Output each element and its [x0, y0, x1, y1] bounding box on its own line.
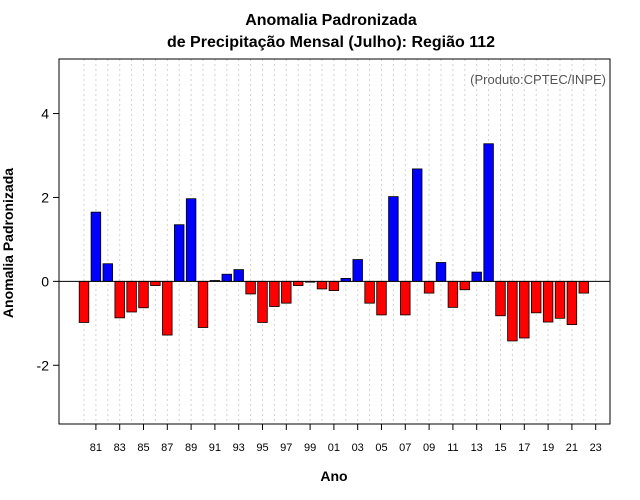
- bar-92: [221, 273, 233, 282]
- x-tick-label: 01: [328, 442, 340, 454]
- x-tick-label: 81: [90, 442, 102, 454]
- bar-06: [388, 196, 399, 282]
- x-tick-label: 23: [590, 442, 602, 454]
- bar-09: [423, 280, 435, 294]
- x-tick-label: 07: [399, 442, 411, 454]
- bar-01: [328, 280, 340, 291]
- x-axis-label: Ano: [320, 468, 347, 484]
- bar-81: [90, 211, 102, 282]
- x-tick-label: 19: [542, 442, 554, 454]
- plot-frame: [58, 58, 611, 425]
- bar-07: [400, 280, 411, 316]
- x-tick-label: 95: [256, 442, 268, 454]
- x-tick-label: 99: [304, 442, 316, 454]
- bar-80: [78, 280, 90, 323]
- bar-95: [257, 280, 268, 323]
- bar-19: [542, 280, 554, 323]
- bar-98: [292, 280, 304, 286]
- bar-18: [531, 280, 542, 314]
- x-tick-label: 87: [161, 442, 173, 454]
- bar-86: [150, 280, 161, 286]
- x-tick-label: 89: [185, 442, 197, 454]
- y-tick-label: 2: [41, 189, 49, 205]
- bar-05: [376, 280, 387, 316]
- bar-15: [495, 280, 506, 317]
- bar-series: [78, 143, 590, 342]
- bar-00: [316, 280, 328, 290]
- x-tick-label: 83: [114, 442, 126, 454]
- bar-88: [173, 224, 185, 282]
- bar-84: [126, 280, 137, 313]
- bar-08: [411, 168, 423, 282]
- bar-10: [435, 262, 447, 282]
- bar-97: [281, 280, 292, 304]
- y-tick-label: 4: [41, 106, 49, 122]
- chart-title-line-1: Anomalia Padronizada: [245, 12, 417, 29]
- y-axis-ticks: -2 0 2 4: [37, 106, 59, 373]
- x-tick-label: 91: [209, 442, 221, 454]
- x-tick-label: 15: [494, 442, 506, 454]
- bar-04: [364, 280, 375, 304]
- bar-94: [245, 280, 256, 295]
- bar-90: [197, 280, 209, 328]
- x-axis-ticks: 81 83 85 87 89 91 93 95 97 99 01 03 05 07 09 11 13 15 17 19…: [90, 424, 602, 454]
- x-tick-label: 93: [233, 442, 245, 454]
- bar-21: [566, 280, 578, 325]
- bar-85: [138, 280, 149, 309]
- bar-20: [554, 280, 566, 319]
- x-tick-label: 11: [447, 442, 458, 454]
- x-tick-label: 21: [566, 442, 578, 454]
- bar-11: [447, 280, 459, 308]
- chart-title-line-2: de Precipitação Mensal (Julho): Região 1…: [167, 34, 495, 51]
- bar-16: [507, 280, 518, 342]
- x-tick-label: 13: [471, 442, 483, 454]
- bar-03: [352, 259, 363, 282]
- bar-96: [269, 280, 280, 307]
- bar-13: [471, 271, 482, 282]
- x-tick-label: 03: [352, 442, 364, 454]
- x-tick-label: 97: [280, 442, 292, 454]
- bar-17: [519, 280, 530, 339]
- bar-93: [233, 269, 244, 282]
- x-tick-label: 09: [423, 442, 435, 454]
- x-tick-label: 05: [375, 442, 387, 454]
- bar-89: [185, 198, 197, 282]
- y-axis-label: Anomalia Padronizada: [0, 168, 16, 318]
- bar-82: [102, 263, 114, 282]
- bar-14: [483, 143, 494, 282]
- bar-87: [162, 280, 173, 336]
- y-tick-label: -2: [37, 357, 50, 373]
- grid-lines: [83, 59, 597, 424]
- x-tick-label: 85: [137, 442, 149, 454]
- x-tick-label: 17: [518, 442, 530, 454]
- bar-12: [459, 280, 471, 291]
- y-tick-label: 0: [41, 273, 49, 289]
- source-annotation: (Produto:CPTEC/INPE): [470, 72, 606, 87]
- bar-83: [114, 280, 125, 319]
- bar-22: [578, 280, 590, 294]
